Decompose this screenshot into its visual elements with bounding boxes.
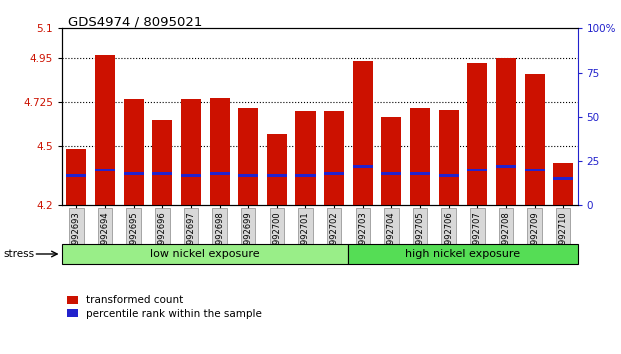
Bar <box>209 172 230 175</box>
Bar <box>410 108 430 205</box>
Text: high nickel exposure: high nickel exposure <box>406 249 520 259</box>
Bar <box>267 133 287 205</box>
Bar <box>496 58 516 205</box>
Bar <box>152 120 173 205</box>
Bar <box>296 111 315 205</box>
Legend: transformed count, percentile rank within the sample: transformed count, percentile rank withi… <box>67 296 262 319</box>
Bar <box>124 99 143 205</box>
Bar <box>353 61 373 205</box>
Bar <box>66 174 86 177</box>
Bar <box>438 174 459 177</box>
Bar <box>553 177 573 180</box>
Bar <box>95 169 115 171</box>
Bar <box>124 172 143 175</box>
FancyBboxPatch shape <box>62 244 348 264</box>
Bar <box>238 174 258 177</box>
Bar <box>525 74 545 205</box>
Bar <box>381 172 401 175</box>
Text: low nickel exposure: low nickel exposure <box>150 249 260 259</box>
Bar <box>467 63 487 205</box>
Bar <box>410 172 430 175</box>
Bar <box>95 55 115 205</box>
Bar <box>181 174 201 177</box>
Bar <box>438 110 459 205</box>
Text: stress: stress <box>3 249 34 259</box>
Bar <box>324 172 344 175</box>
Bar <box>296 174 315 177</box>
Text: GDS4974 / 8095021: GDS4974 / 8095021 <box>68 16 202 29</box>
Bar <box>553 163 573 205</box>
Bar <box>181 99 201 205</box>
Bar <box>353 165 373 168</box>
FancyBboxPatch shape <box>348 244 578 264</box>
Bar <box>467 169 487 171</box>
Bar <box>496 165 516 168</box>
Bar <box>152 172 173 175</box>
Bar <box>381 117 401 205</box>
Bar <box>324 111 344 205</box>
Bar <box>525 169 545 171</box>
Bar <box>209 98 230 205</box>
Bar <box>267 174 287 177</box>
Bar <box>66 149 86 205</box>
Bar <box>238 108 258 205</box>
